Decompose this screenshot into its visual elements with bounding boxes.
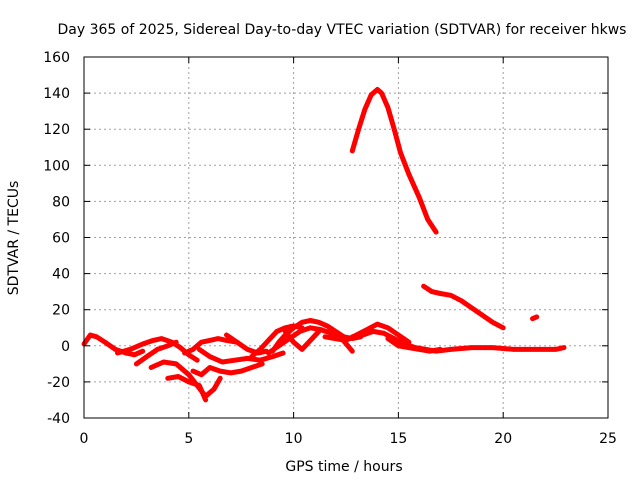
y-tick-label: 40 (52, 267, 70, 283)
y-tick-label: 80 (52, 194, 70, 210)
x-tick-label: 0 (80, 431, 89, 447)
series-track-17 (349, 87, 439, 235)
x-axis-label: GPS time / hours (285, 459, 402, 475)
y-tick-label: 140 (43, 86, 70, 102)
series-layer (81, 87, 567, 403)
y-axis-label: SDTVAR / TECUs (6, 181, 22, 296)
x-tick-label: 20 (494, 431, 512, 447)
y-tick-label: 100 (43, 158, 70, 174)
series-track-3 (133, 339, 179, 367)
y-tick-label: 20 (52, 303, 70, 319)
series-track-16 (385, 336, 443, 354)
series-track-1 (81, 332, 146, 358)
series-track-13 (282, 328, 322, 352)
series-track-4 (148, 359, 223, 399)
grid-layer (84, 57, 608, 418)
series-track-15 (349, 328, 567, 354)
series-track-5 (165, 374, 209, 403)
x-tick-label: 25 (599, 431, 617, 447)
series-track-19 (530, 314, 540, 322)
series-track-12 (270, 318, 364, 354)
y-tick-label: 60 (52, 231, 70, 247)
tick-layer: 0 5 10 15 20 25 -40 -20 0 20 40 60 80 100 120 140 160 (43, 50, 617, 447)
series-track-14 (322, 321, 412, 345)
chart-title: Day 365 of 2025, Sidereal Day-to-day VTE… (58, 22, 627, 38)
series-track-18 (421, 283, 506, 331)
series-track-8 (196, 346, 286, 365)
y-tick-label: -20 (47, 375, 70, 391)
x-tick-label: 10 (285, 431, 303, 447)
series-track-6 (182, 336, 240, 356)
x-tick-label: 5 (184, 431, 193, 447)
y-tick-label: 0 (61, 339, 70, 355)
series-track-9 (224, 332, 269, 356)
series-track-7 (190, 361, 265, 378)
y-tick-label: 160 (43, 50, 70, 66)
x-tick-label: 15 (389, 431, 407, 447)
y-tick-label: -40 (47, 411, 70, 427)
y-tick-label: 120 (43, 122, 70, 138)
